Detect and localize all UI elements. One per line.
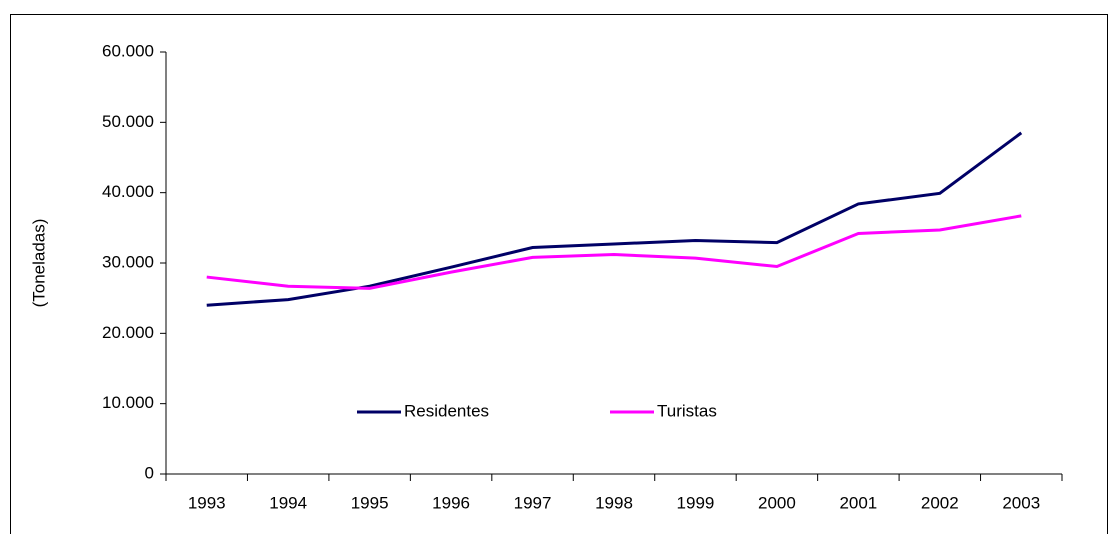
chart-frame xyxy=(10,14,1108,534)
y-tick-label: 40.000 xyxy=(102,182,154,201)
y-axis-label: (Toneladas) xyxy=(29,219,48,308)
y-tick-label: 60.000 xyxy=(102,41,154,60)
y-tick-label: 50.000 xyxy=(102,112,154,131)
x-tick-label: 1997 xyxy=(514,493,552,512)
x-tick-label: 1999 xyxy=(677,493,715,512)
y-tick-label: 20.000 xyxy=(102,323,154,342)
x-tick-label: 1998 xyxy=(595,493,633,512)
x-tick-label: 2001 xyxy=(839,493,877,512)
x-tick-label: 1996 xyxy=(432,493,470,512)
x-tick-label: 2003 xyxy=(1002,493,1040,512)
x-tick-label: 1993 xyxy=(188,493,226,512)
y-tick-label: 10.000 xyxy=(102,393,154,412)
legend-label: Residentes xyxy=(404,401,489,420)
legend-label: Turistas xyxy=(657,401,717,420)
line-series xyxy=(206,214,1022,290)
x-tick-label: 1995 xyxy=(351,493,389,512)
y-tick-label: 0 xyxy=(145,463,154,482)
x-tick-label: 1994 xyxy=(269,493,307,512)
y-tick-label: 30.000 xyxy=(102,252,154,271)
x-tick-label: 2002 xyxy=(921,493,959,512)
x-tick-label: 2000 xyxy=(758,493,796,512)
line-series xyxy=(206,131,1023,307)
